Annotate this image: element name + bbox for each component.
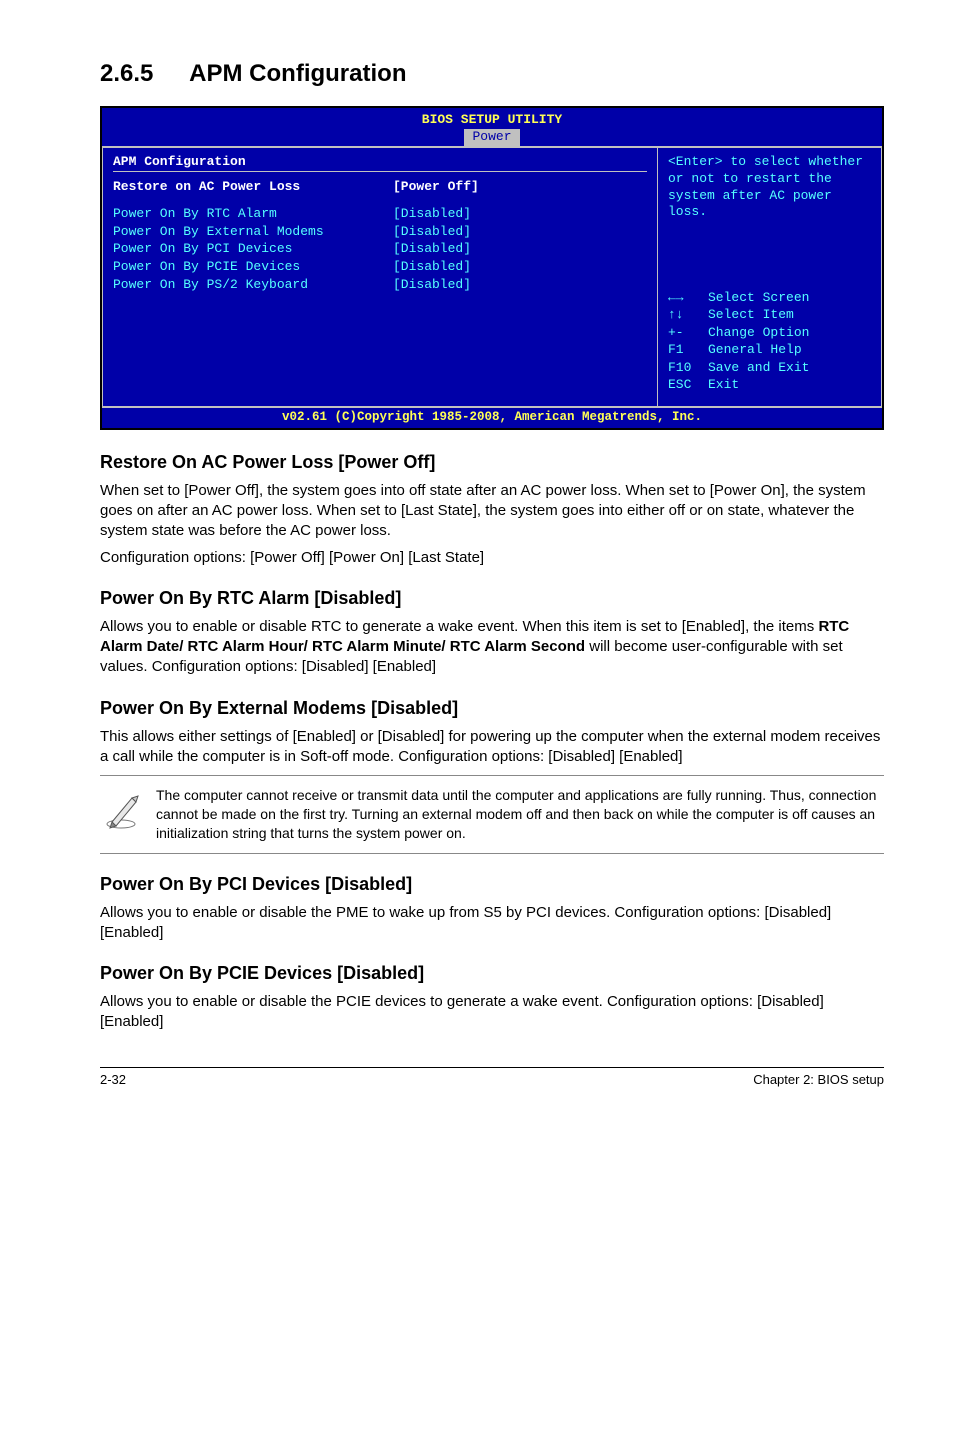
bios-item-label: Power On By External Modems: [113, 223, 393, 241]
key: ←→: [668, 289, 708, 307]
bios-item-value: [Disabled]: [393, 205, 647, 223]
spacer: [113, 195, 647, 205]
bios-key-legend: ←→Select Screen ↑↓Select Item +- Change …: [668, 289, 873, 394]
note-box: The computer cannot receive or transmit …: [100, 775, 884, 854]
bios-help-text: <Enter> to select whether or not to rest…: [668, 154, 873, 222]
bios-right-panel: <Enter> to select whether or not to rest…: [657, 147, 882, 407]
bios-item-value: [Disabled]: [393, 223, 647, 241]
paragraph: This allows either settings of [Enabled]…: [100, 727, 884, 768]
bios-item: Power On By PCIE Devices [Disabled]: [113, 258, 647, 276]
bios-left-panel: APM Configuration Restore on AC Power Lo…: [102, 147, 657, 407]
bios-item: Power On By PCI Devices [Disabled]: [113, 240, 647, 258]
page-number: 2-32: [100, 1072, 126, 1087]
paragraph: When set to [Power Off], the system goes…: [100, 481, 884, 542]
key-desc: Change Option: [708, 324, 809, 342]
key: +-: [668, 324, 708, 342]
bios-title: BIOS SETUP UTILITY: [422, 112, 562, 127]
subheading-pci: Power On By PCI Devices [Disabled]: [100, 874, 884, 895]
subheading-restore: Restore On AC Power Loss [Power Off]: [100, 452, 884, 473]
bios-title-row: BIOS SETUP UTILITY Power: [102, 108, 882, 146]
paragraph: Allows you to enable or disable the PCIE…: [100, 992, 884, 1033]
bios-key-row: ↑↓Select Item: [668, 306, 873, 324]
section-number: 2.6.5: [100, 60, 153, 88]
subheading-pcie: Power On By PCIE Devices [Disabled]: [100, 963, 884, 984]
key: F10: [668, 359, 708, 377]
subheading-modems: Power On By External Modems [Disabled]: [100, 698, 884, 719]
note-text: The computer cannot receive or transmit …: [156, 786, 878, 843]
bios-tab: Power: [464, 129, 519, 146]
page-footer: 2-32 Chapter 2: BIOS setup: [100, 1067, 884, 1087]
bios-item-value: [Power Off]: [393, 178, 647, 196]
bios-item: Power On By External Modems [Disabled]: [113, 223, 647, 241]
bios-item: Power On By PS/2 Keyboard [Disabled]: [113, 276, 647, 294]
paragraph: Configuration options: [Power Off] [Powe…: [100, 548, 884, 568]
pencil-icon: [100, 786, 142, 835]
section-title: APM Configuration: [189, 60, 406, 87]
bios-item-value: [Disabled]: [393, 276, 647, 294]
text: Allows you to enable or disable RTC to g…: [100, 618, 818, 635]
bios-item-label: Power On By PCIE Devices: [113, 258, 393, 276]
key-desc: Select Screen: [708, 289, 809, 307]
bios-item-label: Restore on AC Power Loss: [113, 178, 393, 196]
bios-key-row: F10Save and Exit: [668, 359, 873, 377]
key: F1: [668, 341, 708, 359]
key-desc: Select Item: [708, 306, 794, 324]
bios-screenshot: BIOS SETUP UTILITY Power APM Configurati…: [100, 106, 884, 430]
chapter-label: Chapter 2: BIOS setup: [753, 1072, 884, 1087]
bios-config-title: APM Configuration: [113, 154, 647, 172]
bios-key-row: ←→Select Screen: [668, 289, 873, 307]
key-desc: Exit: [708, 376, 739, 394]
bios-item: Power On By RTC Alarm [Disabled]: [113, 205, 647, 223]
bios-body: APM Configuration Restore on AC Power Lo…: [102, 146, 882, 407]
key: ↑↓: [668, 306, 708, 324]
section-heading: 2.6.5 APM Configuration: [100, 60, 884, 88]
bios-item-label: Power On By PCI Devices: [113, 240, 393, 258]
bios-key-row: ESCExit: [668, 376, 873, 394]
key: ESC: [668, 376, 708, 394]
bios-item-label: Power On By PS/2 Keyboard: [113, 276, 393, 294]
bios-key-row: +- Change Option: [668, 324, 873, 342]
bios-item-label: Power On By RTC Alarm: [113, 205, 393, 223]
bios-selected-item: Restore on AC Power Loss [Power Off]: [113, 178, 647, 196]
key-desc: General Help: [708, 341, 802, 359]
bios-key-row: F1General Help: [668, 341, 873, 359]
bios-item-value: [Disabled]: [393, 240, 647, 258]
subheading-rtc: Power On By RTC Alarm [Disabled]: [100, 588, 884, 609]
paragraph: Allows you to enable or disable the PME …: [100, 903, 884, 944]
bios-footer: v02.61 (C)Copyright 1985-2008, American …: [102, 407, 882, 428]
paragraph: Allows you to enable or disable RTC to g…: [100, 617, 884, 678]
bios-item-value: [Disabled]: [393, 258, 647, 276]
key-desc: Save and Exit: [708, 359, 809, 377]
